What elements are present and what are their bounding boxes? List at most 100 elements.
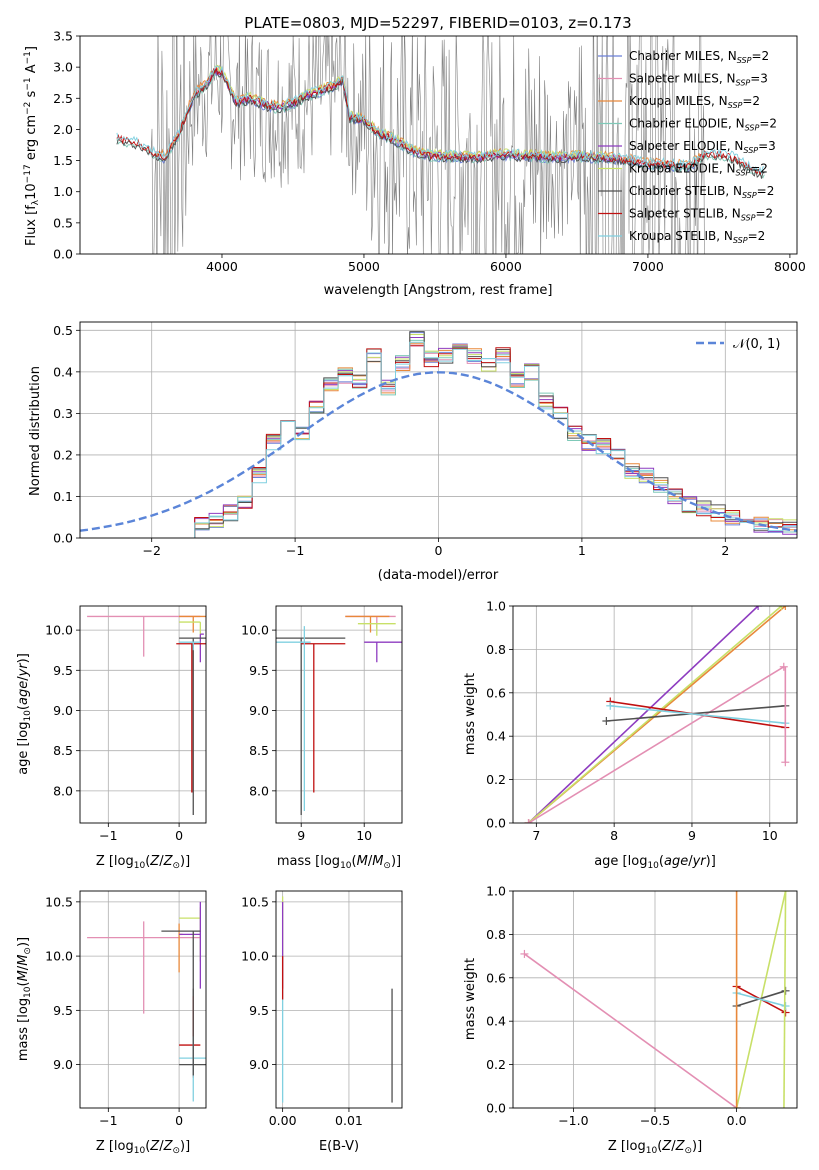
spectrum-y-tick-label: 0.5: [53, 215, 73, 230]
model-line-kroupa-stelib: [116, 65, 765, 175]
age-metallicity-y-tick-label: 8.0: [53, 783, 73, 798]
mass-reddening-y-tick-label: 10.0: [241, 949, 269, 964]
legend-normal-label: 𝒩(0, 1): [733, 337, 780, 352]
plot-area: [520, 891, 790, 1108]
spectrum-x-tick-label: 6000: [490, 259, 522, 274]
spectrum-y-tick-label: 2.0: [53, 122, 73, 137]
model-line-chabrier-stelib: [116, 69, 765, 179]
mass-weight-age-x-tick-label: 7: [532, 828, 540, 843]
residuals-y-tick-label: 0.4: [53, 364, 73, 379]
plot-area: [281, 896, 393, 1103]
residuals-ylabel: Normed distribution: [28, 366, 43, 496]
residuals-x-tick-label: 2: [721, 543, 729, 558]
spectrum-panel: 4000 5000 6000 7000 8000 0.0 0.5 1.0 1.5 2.0 2.5 3.…: [53, 29, 806, 275]
mass-weight-age-y-tick-label: 0.6: [486, 685, 506, 700]
legend-label: Kroupa STELIB, NSSP=2: [629, 229, 765, 245]
age-mass-y-tick-label: 8.5: [249, 743, 269, 758]
spectrum-y-tick-label: 3.0: [53, 60, 73, 75]
mass-metallicity-ylabel: mass [log10(M/M⊙)]: [16, 937, 33, 1061]
mass-weight-age-y-tick-label: 1.0: [486, 599, 506, 614]
series-line-kroupa-stelib: [610, 705, 786, 724]
plot-area: [87, 901, 206, 1102]
plot-area: [276, 615, 402, 815]
residuals-frame: [79, 321, 798, 539]
mass-reddening-xlabel: E(B-V): [319, 1139, 359, 1154]
age-mass-y-tick-label: 9.5: [249, 663, 269, 678]
age-metallicity-y-tick-label: 8.5: [53, 743, 73, 758]
legend-label: Salpeter MILES, NSSP=3: [629, 72, 768, 88]
mass-weight-metallicity-ylabel: mass weight: [463, 958, 478, 1040]
mass-weight-age-x-tick-label: 8: [610, 828, 618, 843]
age-mass-y-tick-label: 10.0: [241, 623, 269, 638]
age-metallicity-x-tick-label: 0: [175, 828, 183, 843]
mass-weight-metallicity-frame: [512, 890, 798, 1109]
residuals-y-tick-label: 0.1: [53, 489, 73, 504]
figure-title: PLATE=0803, MJD=52297, FIBERID=0103, z=0…: [244, 14, 631, 32]
mass-metallicity-frame: [79, 890, 207, 1109]
age-metallicity-y-tick-label: 9.5: [53, 663, 73, 678]
plot-area: [116, 36, 765, 254]
mass-metallicity-y-tick-label: 9.5: [53, 1003, 73, 1018]
spectrum-y-tick-label: 1.5: [53, 153, 73, 168]
mass-metallicity-y-tick-label: 9.0: [53, 1057, 73, 1072]
mass-weight-metallicity-x-tick-label: 0.0: [727, 1113, 747, 1128]
legend-label: Chabrier ELODIE, NSSP=2: [629, 117, 777, 133]
age-mass-frame: [275, 605, 403, 824]
series-line-kroupa-stelib: [736, 992, 786, 1007]
spectrum-x-tick-label: 4000: [206, 259, 238, 274]
series-line-kroupa-elodie: [528, 606, 782, 823]
spectrum-y-tick-label: 0.0: [53, 247, 73, 262]
hist-kroupa-stelib: [194, 341, 797, 538]
normal-curve: [80, 371, 797, 532]
mass-weight-age-panel: 7 8 9 10 0.0 0.2 0.4 0.6 0.8 1.0: [486, 599, 798, 843]
age-metallicity-frame: [79, 605, 207, 824]
mass-metallicity-x-tick-label: −1: [99, 1113, 117, 1128]
mass-metallicity-y-tick-label: 10.5: [45, 894, 73, 909]
age-mass-panel: 9 10 8.0 8.5 9.0 9.5 10.0: [241, 605, 403, 843]
spectrum-y-tick-label: 1.0: [53, 184, 73, 199]
spectrum-x-tick-label: 8000: [774, 259, 806, 274]
mass-weight-metallicity-y-tick-label: 1.0: [486, 884, 506, 899]
mass-weight-age-frame: [512, 605, 798, 824]
spectrum-ylabel: Flux [fλ10−17 erg cm−2 s−1 A−1]: [23, 46, 41, 246]
mass-weight-age-y-tick-label: 0.0: [486, 816, 506, 831]
mass-reddening-y-tick-label: 9.5: [249, 1003, 269, 1018]
spectrum-frame: [79, 35, 798, 255]
age-metallicity-x-tick-label: −1: [99, 828, 117, 843]
mass-reddening-x-tick-label: 0.00: [269, 1113, 297, 1128]
mass-metallicity-xlabel: Z [log10(Z/Z⊙)]: [96, 1139, 190, 1156]
mass-weight-age-y-tick-label: 0.2: [486, 772, 506, 787]
mass-metallicity-panel: −1 0 9.0 9.5 10.0 10.5: [45, 890, 207, 1128]
legend-label: Chabrier STELIB, NSSP=2: [629, 184, 774, 200]
age-metallicity-xlabel: Z [log10(Z/Z⊙)]: [96, 854, 190, 871]
mass-weight-age-x-tick-label: 10: [762, 828, 778, 843]
series-line-salpeter-miles: [528, 666, 785, 823]
spectrum-y-tick-label: 3.5: [53, 29, 73, 44]
mass-metallicity-x-tick-label: 0: [175, 1113, 183, 1128]
plot-area: [524, 606, 790, 823]
residuals-x-tick-label: 1: [578, 543, 586, 558]
mass-weight-metallicity-xlabel: Z [log10(Z/Z⊙)]: [608, 1139, 702, 1156]
legend-label: Kroupa ELODIE, NSSP=2: [629, 162, 768, 178]
residuals-y-tick-label: 0.5: [53, 323, 73, 338]
age-metallicity-ylabel: age [log10(age/yr)]: [16, 653, 33, 775]
mass-weight-age-y-tick-label: 0.8: [486, 642, 506, 657]
mass-weight-age-y-tick-label: 0.4: [486, 729, 506, 744]
mass-reddening-y-tick-label: 9.0: [249, 1057, 269, 1072]
mass-reddening-x-tick-label: 0.01: [335, 1113, 363, 1128]
residuals-y-tick-label: 0.0: [53, 531, 73, 546]
mass-weight-age-ylabel: mass weight: [463, 673, 478, 755]
mass-weight-metallicity-y-tick-label: 0.4: [486, 1014, 506, 1029]
plot-area: [80, 331, 797, 538]
age-metallicity-y-tick-label: 9.0: [53, 703, 73, 718]
residuals-x-tick-label: −2: [142, 543, 160, 558]
mass-reddening-y-tick-label: 10.5: [241, 894, 269, 909]
residuals-panel: −2 −1 0 1 2 0.0 0.1 0.2 0.3 0.4 0.5 𝒩(0, 1): [53, 321, 798, 558]
mass-weight-metallicity-y-tick-label: 0.6: [486, 970, 506, 985]
age-mass-y-tick-label: 8.0: [249, 783, 269, 798]
spectrum-y-tick-label: 2.5: [53, 91, 73, 106]
mass-metallicity-y-tick-label: 10.0: [45, 949, 73, 964]
plot-area: [87, 615, 206, 815]
residuals-xlabel: (data-model)/error: [378, 568, 499, 583]
mass-weight-metallicity-x-tick-label: −0.5: [640, 1113, 670, 1128]
